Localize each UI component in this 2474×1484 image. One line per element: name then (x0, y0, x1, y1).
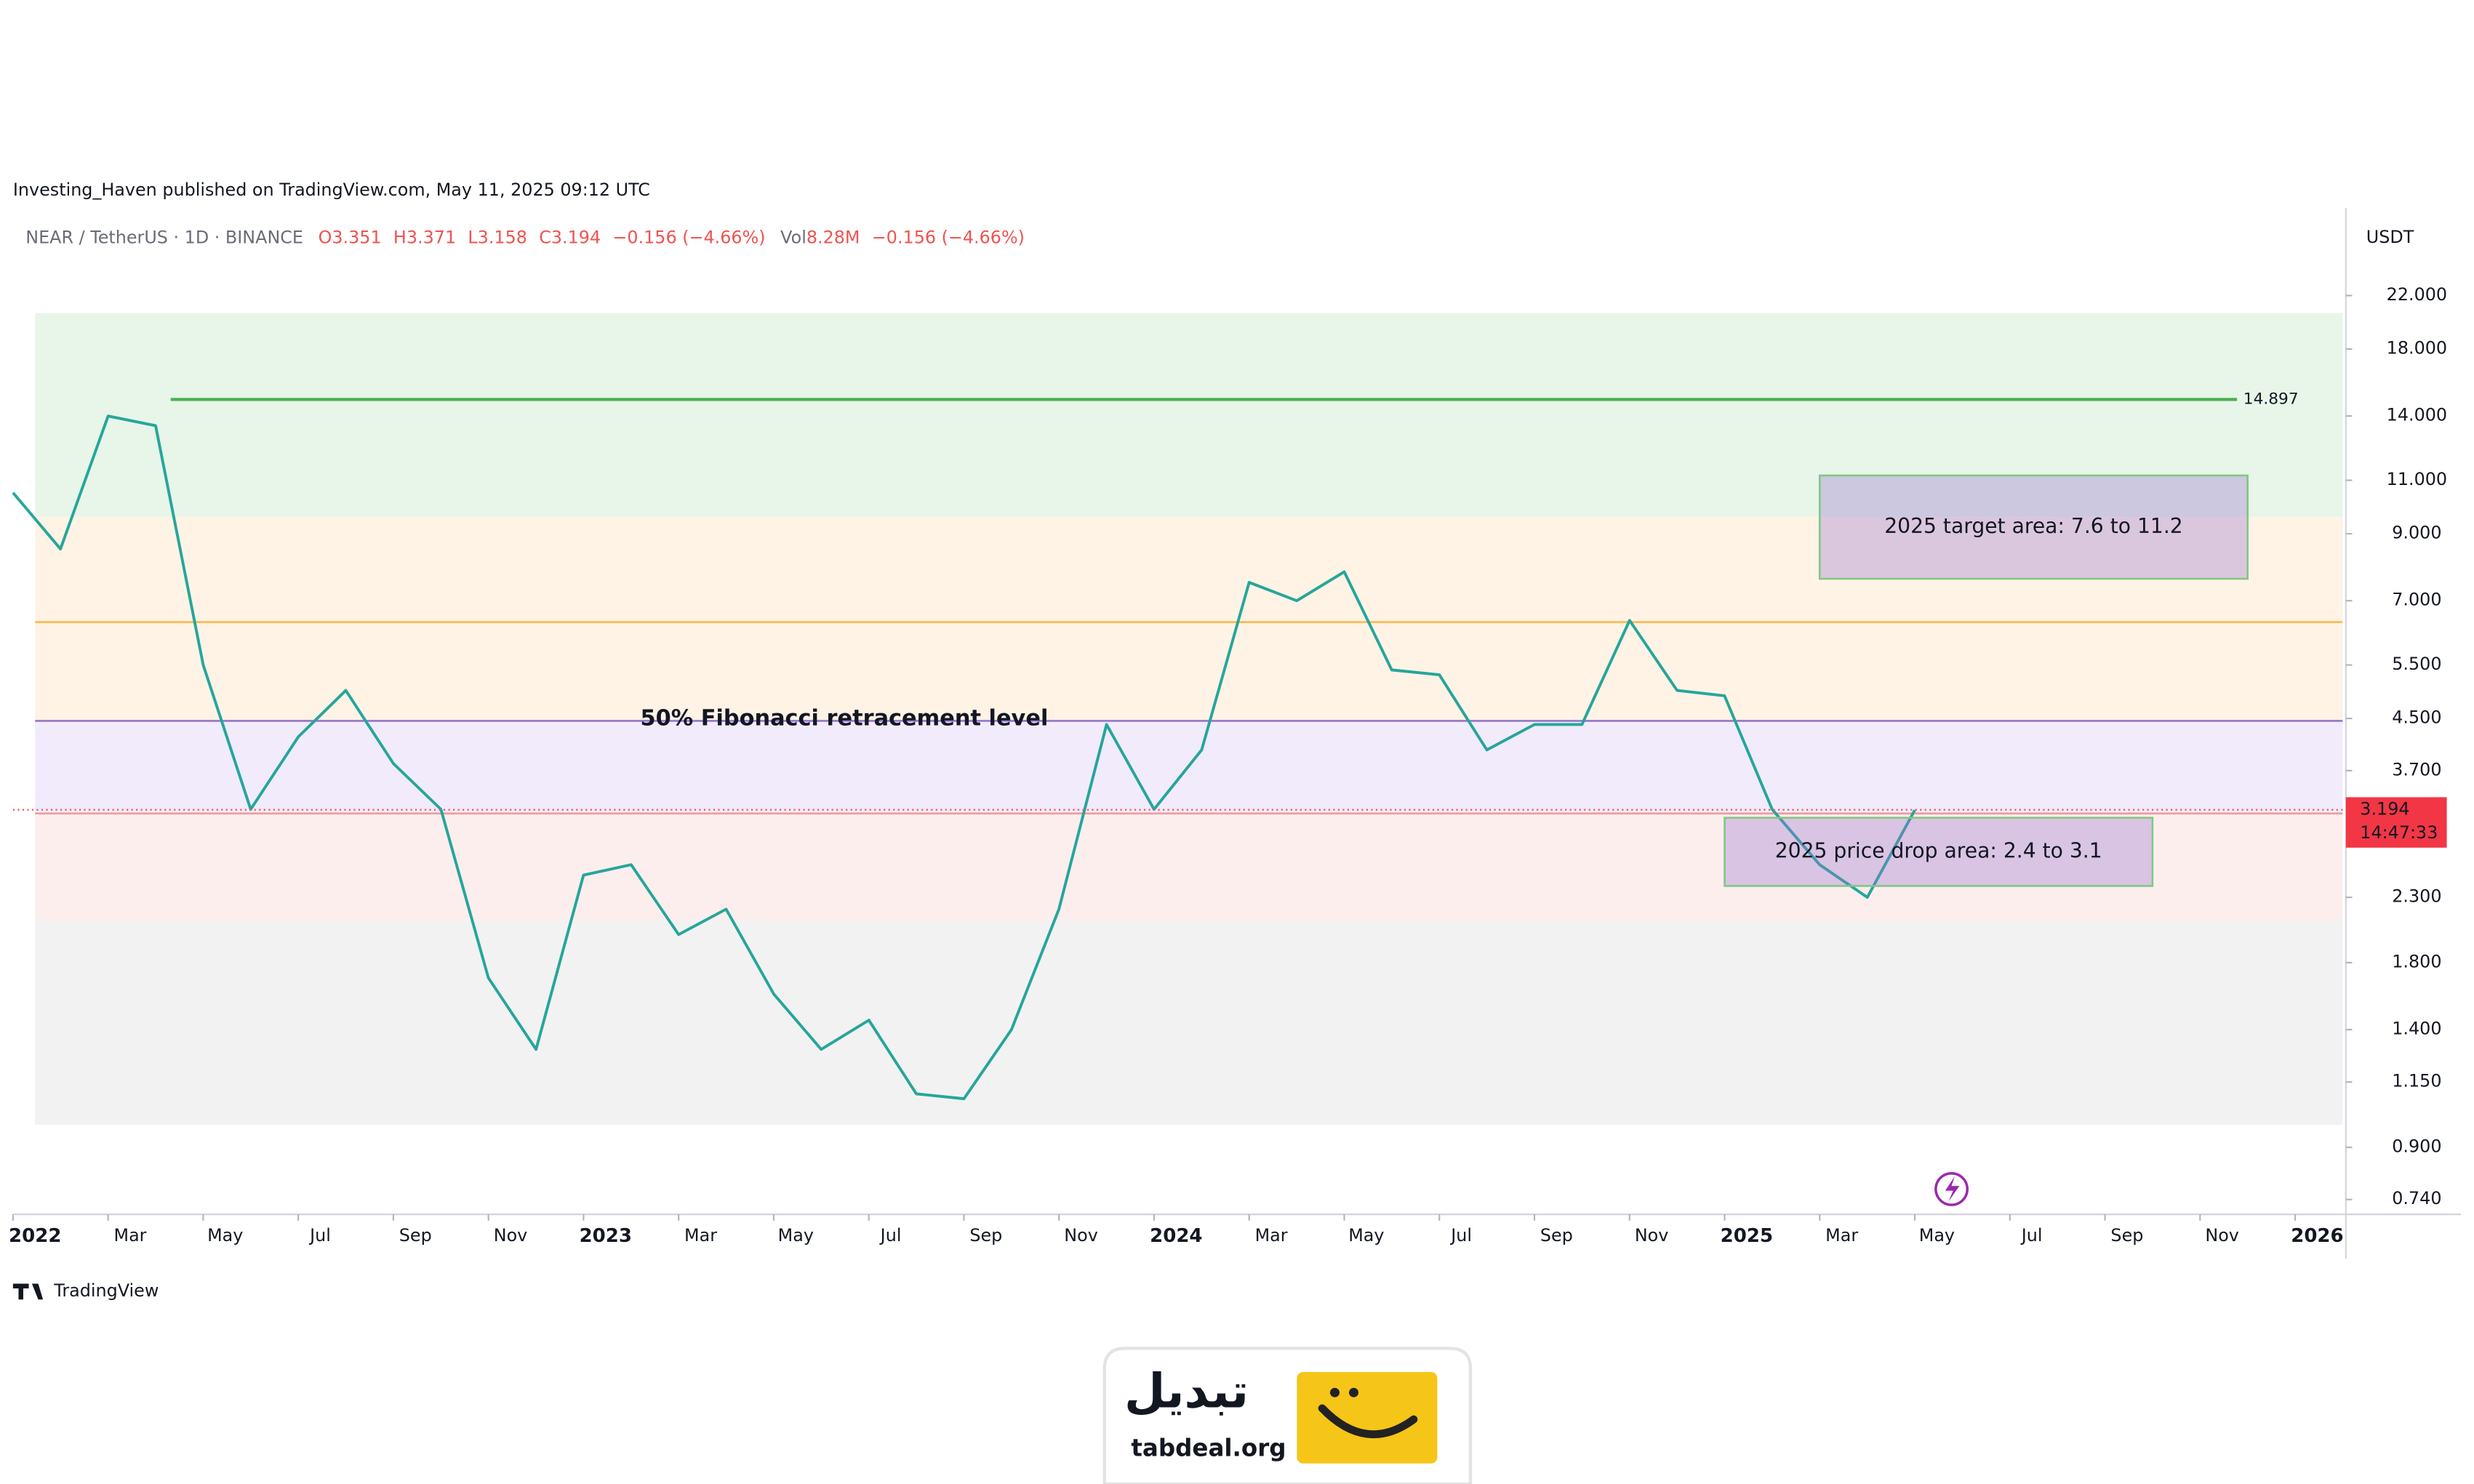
volume: 8.28M (806, 227, 860, 247)
brand-site: tabdeal.org (1131, 1434, 1286, 1461)
volume-label: Vol (780, 227, 806, 247)
plot: 14.897 22.000 18.000 14.000 11.000 9.000 7.000… (9, 284, 2447, 1247)
x-tick-label: Mar (1825, 1225, 1858, 1246)
x-tick-label: Nov (1635, 1225, 1669, 1246)
x-tick-label: May (207, 1225, 243, 1246)
publisher: Investing_Haven published on TradingView… (13, 180, 650, 200)
x-tick-label: Jul (1449, 1225, 1472, 1246)
price-label-bg (2345, 797, 2447, 848)
y-tick-label: 1.400 (2392, 1019, 2441, 1039)
y-tick-label: 4.500 (2392, 707, 2441, 728)
y-tick-label: 22.000 (2387, 284, 2447, 305)
quote: O3.351 (319, 227, 382, 247)
y-tick-label: 5.500 (2392, 654, 2441, 674)
quote: −0.156 (−4.66%) (612, 227, 765, 247)
brand-logo (1318, 1404, 1418, 1438)
icon (1934, 1171, 1969, 1206)
logo-icon (12, 1283, 44, 1300)
x-tick-label: Nov (2205, 1225, 2239, 1246)
y-tick-label: 9.000 (2392, 523, 2441, 543)
x-tick-label: 2026 (2291, 1225, 2343, 1247)
y-tick-label: 7.000 (2392, 590, 2441, 610)
x-tick-label: Sep (1540, 1225, 1573, 1246)
y-tick-label: 1.150 (2392, 1071, 2441, 1091)
level-label: 14.897 (2243, 390, 2299, 408)
x-tick-label: Mar (114, 1225, 147, 1246)
x-tick-label: Nov (494, 1225, 528, 1246)
watermark: TradingView (53, 1280, 159, 1301)
target-box (1724, 817, 2154, 887)
target-box (1818, 474, 2249, 580)
y-tick-label: 1.800 (2392, 951, 2441, 971)
icon (1945, 1176, 1960, 1202)
x-tick-label: Jul (2020, 1225, 2043, 1246)
box-label: 2025 target area: 7.6 to 11.2 (1884, 514, 2182, 538)
y-tick-label: 3.700 (2392, 759, 2441, 779)
fib-band (35, 813, 2343, 921)
symbol: NEAR / TetherUS · 1D · BINANCE (25, 227, 303, 247)
currency: USDT (2366, 227, 2414, 247)
x-tick-label: Jul (308, 1225, 331, 1246)
fib-band (35, 920, 2343, 1125)
brand-logo (1348, 1387, 1359, 1397)
x-tick-label: 2024 (1150, 1225, 1202, 1247)
x-tick-label: Mar (684, 1225, 717, 1246)
price-line (12, 414, 1916, 1101)
x-tick-label: May (778, 1225, 814, 1246)
x-tick-label: 2023 (580, 1225, 632, 1247)
y-tick-label: 18.000 (2387, 338, 2447, 358)
x-tick-label: Jul (879, 1225, 902, 1246)
fib-band (35, 516, 2343, 721)
quote: H3.371 (393, 227, 456, 247)
symbol-line: NEAR / TetherUS · 1D · BINANCE O3.351 H3… (25, 227, 1025, 247)
brand-name: تبدیل (1124, 1364, 1249, 1419)
box-label: 2025 price drop area: 2.4 to 3.1 (1775, 839, 2102, 863)
volume-change: −0.156 (−4.66%) (872, 227, 1025, 247)
x-tick-label: Sep (969, 1225, 1002, 1246)
x-tick-label: 2025 (1721, 1225, 1773, 1247)
x-tick-label: May (1919, 1225, 1955, 1246)
y-tick-label: 2.300 (2392, 886, 2441, 907)
y-tick-label: 11.000 (2387, 469, 2447, 489)
y-tick-label: 0.900 (2392, 1136, 2441, 1156)
x-tick-label: Nov (1064, 1225, 1098, 1246)
x-tick-label: May (1348, 1225, 1384, 1246)
y-tick-label: 14.000 (2387, 405, 2447, 425)
price-label: 3.194 (2360, 798, 2409, 819)
x-tick-label: Mar (1255, 1225, 1288, 1246)
x-tick-label: 2022 (9, 1225, 61, 1247)
countdown: 14:47:33 (2360, 822, 2438, 843)
fib-label: 50% Fibonacci retracement level (640, 706, 1048, 731)
x-tick-label: Sep (399, 1225, 432, 1246)
x-tick-label: Sep (2110, 1225, 2143, 1246)
brand-logo (1329, 1387, 1340, 1397)
y-tick-label: 0.740 (2392, 1188, 2441, 1208)
fib-band (35, 313, 2343, 517)
quote: C3.194 (539, 227, 601, 247)
quote: L3.158 (468, 227, 527, 247)
